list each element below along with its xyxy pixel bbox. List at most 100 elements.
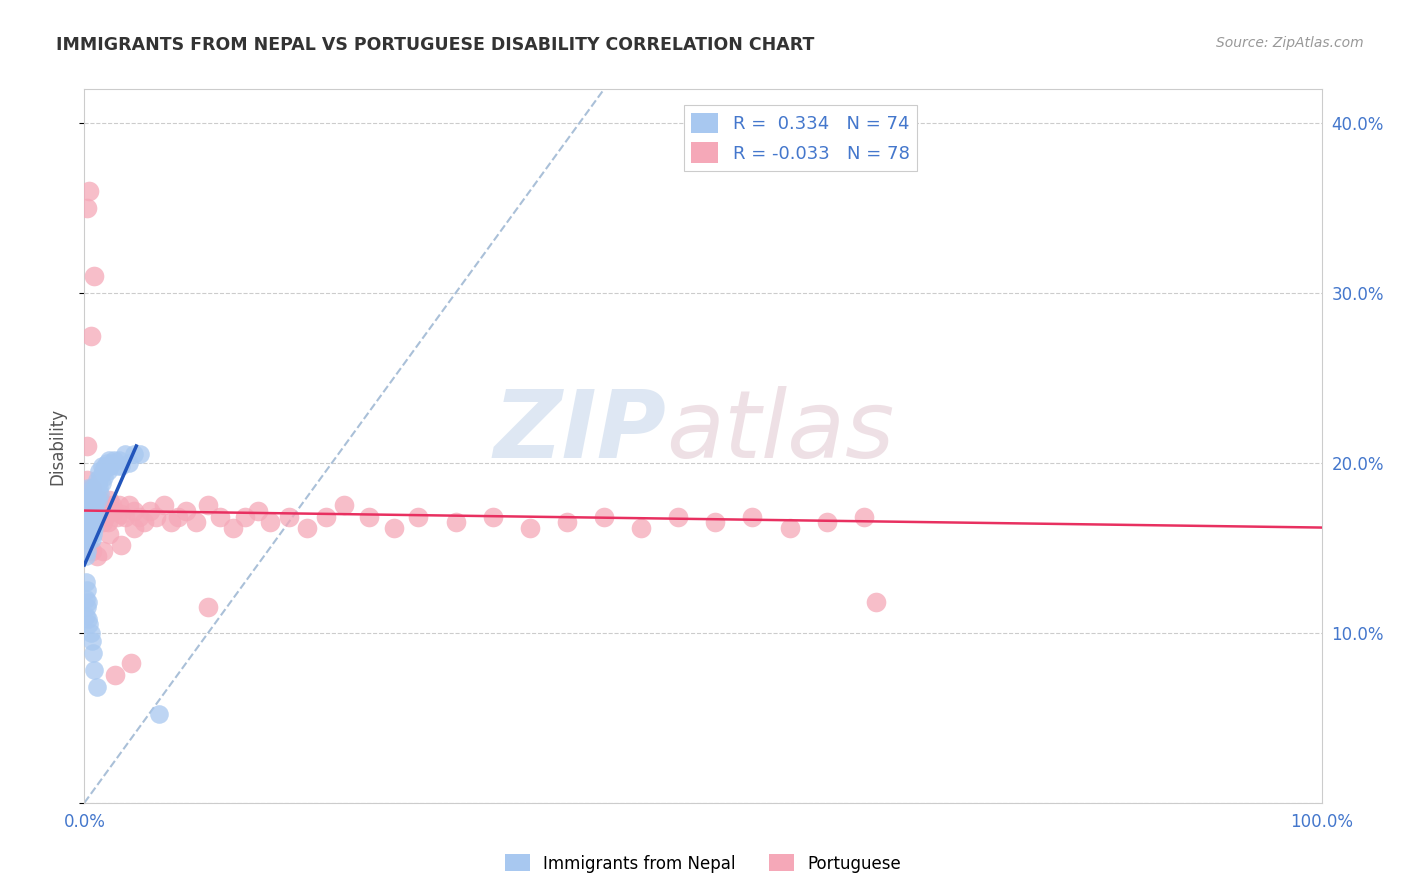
Point: [80, 516, 103, 530]
Point: [184, 516, 207, 530]
Point: [105, 510, 128, 524]
Point: [103, 503, 125, 517]
Point: [444, 516, 467, 530]
Point: [76, 544, 98, 558]
Point: [246, 503, 269, 517]
Point: [110, 537, 132, 551]
Point: [357, 510, 380, 524]
Point: [89, 465, 111, 479]
Point: [77, 493, 100, 508]
Point: [84, 482, 107, 496]
Point: [75, 516, 97, 530]
Point: [83, 486, 105, 500]
Point: [93, 499, 115, 513]
Point: [132, 516, 155, 530]
Point: [79, 626, 101, 640]
Point: [87, 499, 110, 513]
Point: [108, 499, 131, 513]
Point: [94, 459, 117, 474]
Point: [103, 452, 125, 467]
Point: [80, 482, 103, 496]
Point: [630, 520, 652, 534]
Point: [77, 533, 100, 547]
Point: [152, 499, 174, 513]
Point: [704, 516, 727, 530]
Point: [98, 452, 121, 467]
Point: [82, 499, 104, 513]
Point: [315, 510, 337, 524]
Point: [86, 680, 108, 694]
Point: [79, 184, 101, 198]
Point: [86, 490, 108, 504]
Text: atlas: atlas: [666, 386, 894, 477]
Point: [76, 524, 98, 538]
Point: [114, 510, 136, 524]
Point: [79, 490, 101, 504]
Point: [86, 549, 108, 564]
Point: [295, 520, 318, 534]
Point: [76, 583, 98, 598]
Point: [555, 516, 578, 530]
Point: [79, 510, 101, 524]
Point: [94, 510, 117, 524]
Point: [77, 499, 100, 513]
Point: [76, 473, 98, 487]
Point: [122, 503, 145, 517]
Point: [98, 527, 121, 541]
Point: [79, 520, 101, 534]
Point: [86, 503, 108, 517]
Point: [197, 499, 219, 513]
Point: [91, 544, 114, 558]
Point: [139, 503, 162, 517]
Point: [86, 473, 108, 487]
Point: [79, 527, 101, 541]
Point: [75, 533, 97, 547]
Point: [408, 510, 430, 524]
Point: [82, 493, 104, 508]
Point: [86, 507, 108, 521]
Text: ZIP: ZIP: [494, 385, 666, 478]
Point: [80, 499, 103, 513]
Point: [79, 328, 101, 343]
Point: [741, 510, 763, 524]
Point: [80, 482, 103, 496]
Point: [118, 456, 141, 470]
Point: [77, 503, 100, 517]
Point: [97, 465, 120, 479]
Point: [110, 507, 132, 521]
Point: [100, 499, 122, 513]
Point: [89, 482, 111, 496]
Point: [77, 527, 100, 541]
Point: [98, 493, 121, 508]
Point: [83, 503, 105, 517]
Legend: Immigrants from Nepal, Portuguese: Immigrants from Nepal, Portuguese: [498, 847, 908, 880]
Point: [259, 516, 281, 530]
Point: [593, 510, 616, 524]
Point: [209, 510, 232, 524]
Point: [76, 600, 98, 615]
Point: [160, 516, 183, 530]
Point: [114, 448, 136, 462]
Point: [108, 452, 131, 467]
Point: [79, 490, 101, 504]
Point: [90, 459, 112, 474]
Point: [82, 510, 104, 524]
Point: [76, 499, 98, 513]
Point: [96, 456, 118, 470]
Point: [79, 510, 101, 524]
Point: [105, 459, 128, 474]
Point: [79, 503, 101, 517]
Point: [333, 499, 356, 513]
Point: [87, 493, 110, 508]
Point: [75, 574, 97, 589]
Point: [89, 469, 111, 483]
Point: [76, 439, 98, 453]
Point: [91, 516, 114, 530]
Point: [90, 476, 112, 491]
Point: [148, 707, 170, 722]
Point: [104, 668, 127, 682]
Point: [100, 456, 122, 470]
Point: [129, 448, 152, 462]
Point: [83, 520, 105, 534]
Point: [77, 595, 100, 609]
